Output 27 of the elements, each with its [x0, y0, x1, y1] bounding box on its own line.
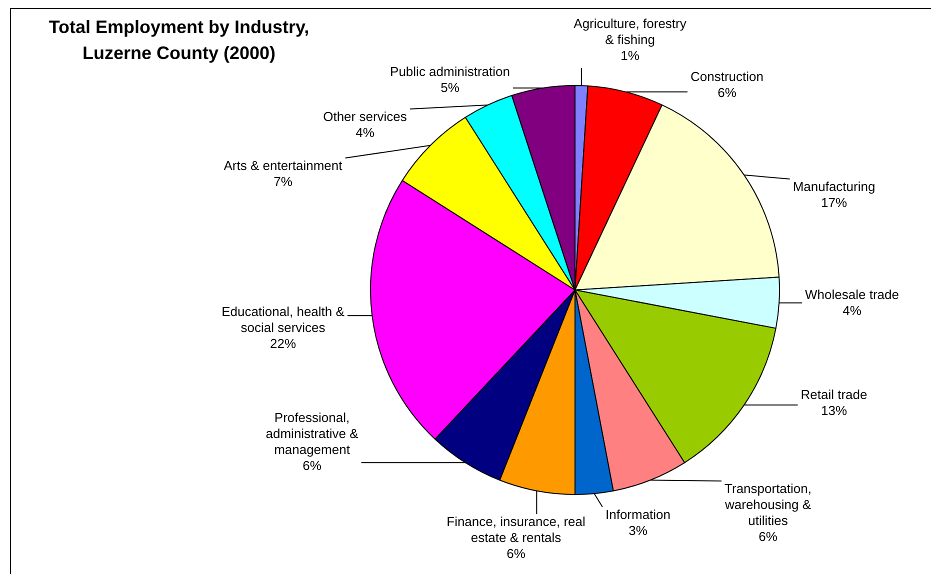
data-label: 3% — [628, 523, 648, 538]
data-label: 22% — [270, 336, 296, 352]
data-label: 1% — [620, 48, 640, 64]
slice-label: Educational, health & social services — [222, 304, 345, 336]
data-label: 17% — [820, 195, 848, 210]
slice-label: Wholesale trade — [805, 287, 899, 302]
data-label: 5% — [440, 80, 460, 96]
data-label: 4% — [842, 303, 862, 318]
data-label: 4% — [356, 125, 375, 140]
slice-label: Retail trade — [800, 387, 868, 402]
slice-label: Other services — [323, 109, 408, 124]
slice-label: Transportation, warehousing & utilities — [724, 481, 812, 528]
slice-label: Construction — [690, 69, 764, 84]
slice-label: Manufacturing — [792, 179, 876, 194]
slice-label: Agriculture, forestry & fishing — [574, 16, 687, 48]
slice-label: Finance, insurance, real estate & rentals — [446, 514, 586, 546]
data-label: 6% — [718, 85, 737, 100]
data-label: 6% — [758, 529, 778, 544]
slice-label: Information — [605, 507, 671, 522]
data-label: 6% — [506, 546, 526, 562]
data-label: 7% — [274, 174, 293, 190]
slice-label: Professional, administrative & management — [266, 410, 359, 458]
slice-label: Arts & entertainment — [224, 158, 343, 174]
data-label: 6% — [302, 458, 322, 474]
data-label: 13% — [820, 403, 848, 418]
text: Total Employment by Industry, Luzerne County (2000) — [14, 14, 344, 66]
slice-label: Public administration — [390, 64, 510, 80]
